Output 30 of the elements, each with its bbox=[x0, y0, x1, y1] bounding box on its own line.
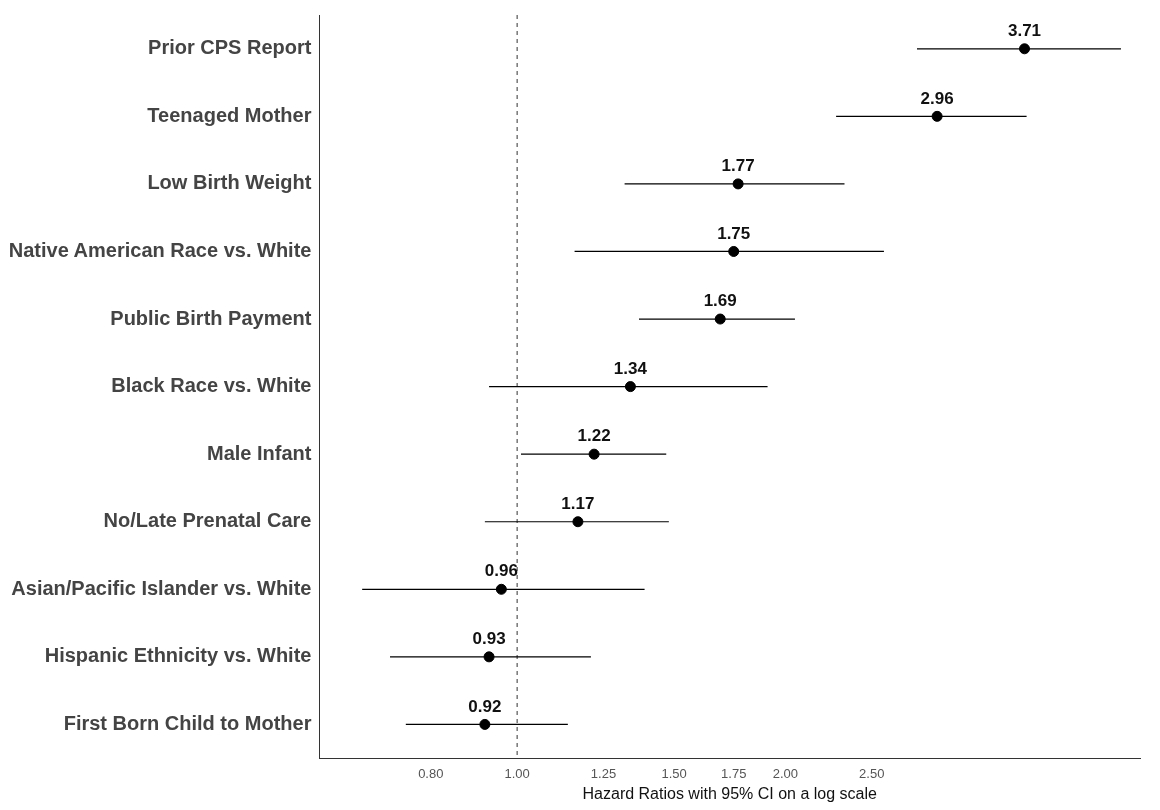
y-tick-label: Black Race vs. White bbox=[111, 374, 312, 397]
x-tick-label: 1.50 bbox=[661, 765, 687, 781]
data-label: 1.34 bbox=[613, 358, 648, 378]
x-tick-label: 2.50 bbox=[859, 765, 885, 781]
y-tick-label: Native American Race vs. White bbox=[8, 238, 312, 261]
data-label: 1.22 bbox=[577, 426, 611, 446]
y-tick-label: Male Infant bbox=[207, 441, 312, 464]
data-label: 0.96 bbox=[484, 561, 518, 581]
x-tick-label: 0.80 bbox=[418, 765, 444, 781]
data-label: 1.17 bbox=[561, 493, 595, 513]
y-tick-label: Prior CPS Report bbox=[148, 36, 312, 59]
y-tick-label: Public Birth Payment bbox=[110, 306, 312, 329]
y-tick-label: First Born Child to Mother bbox=[63, 711, 312, 734]
y-tick-label: Asian/Pacific Islander vs. White bbox=[11, 576, 312, 599]
data-label: 1.77 bbox=[721, 156, 755, 176]
data-label: 1.69 bbox=[703, 291, 737, 311]
data-label: 0.92 bbox=[468, 696, 502, 716]
y-tick-label: No/Late Prenatal Care bbox=[103, 509, 312, 532]
y-tick-label: Low Birth Weight bbox=[147, 171, 312, 194]
data-label: 1.75 bbox=[717, 223, 751, 243]
x-axis-title: Hazard Ratios with 95% CI on a log scale bbox=[582, 784, 878, 802]
x-tick-label: 1.75 bbox=[721, 765, 747, 781]
data-label: 2.96 bbox=[920, 88, 954, 108]
y-tick-label: Teenaged Mother bbox=[147, 103, 312, 126]
x-tick-label: 1.25 bbox=[590, 765, 617, 781]
y-tick-label: Hispanic Ethnicity vs. White bbox=[44, 644, 312, 667]
data-label: 3.71 bbox=[1007, 20, 1042, 40]
x-tick-label: 2.00 bbox=[772, 765, 799, 781]
data-label: 0.93 bbox=[472, 629, 506, 649]
x-tick-label: 1.00 bbox=[504, 765, 530, 781]
